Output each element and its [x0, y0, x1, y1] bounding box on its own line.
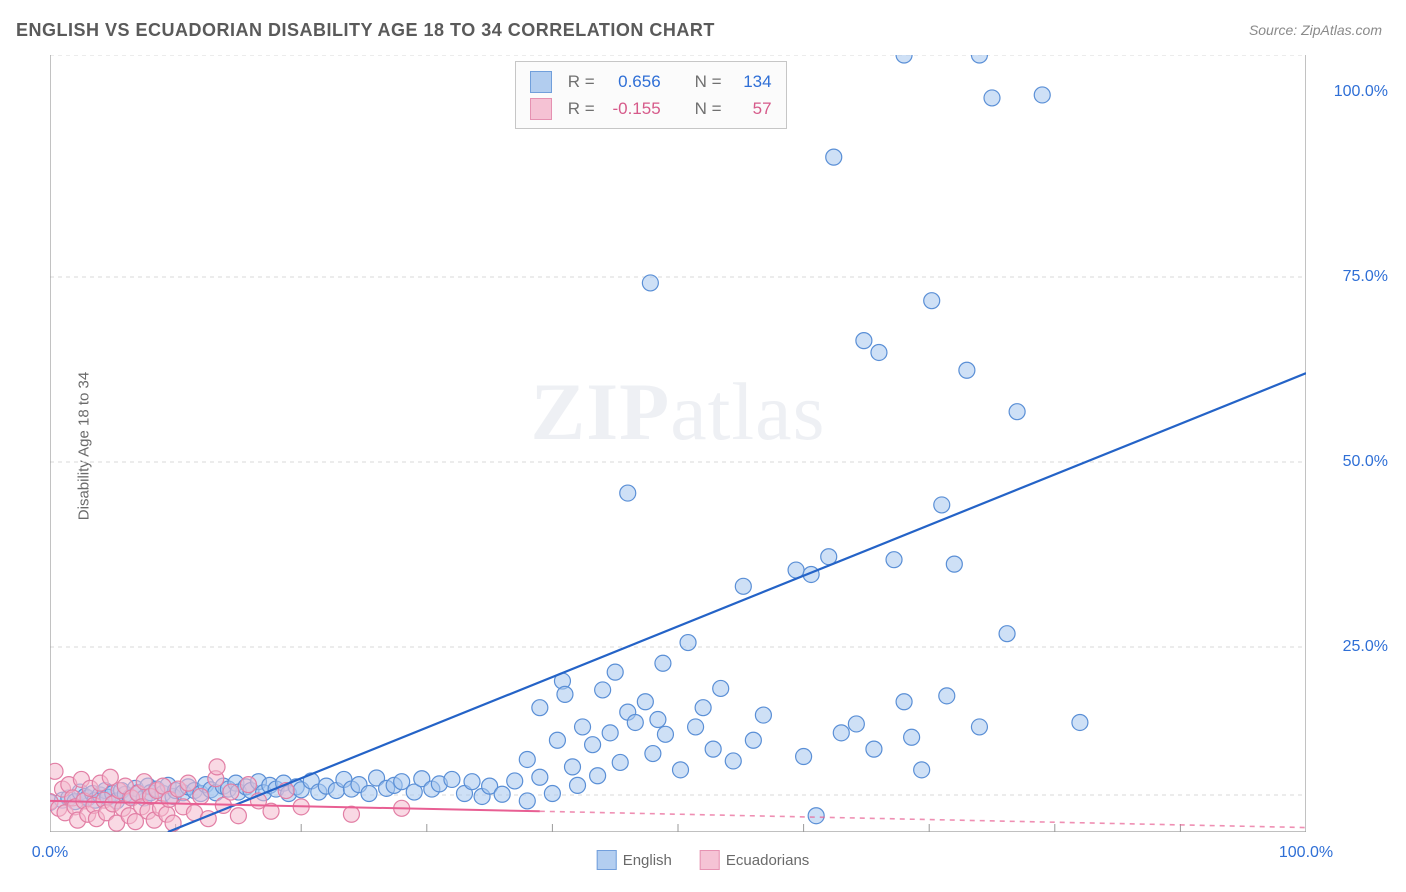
- scatter-plot-svg: [50, 55, 1306, 832]
- legend-label: Ecuadorians: [726, 852, 809, 869]
- r-value: -0.155: [605, 95, 661, 122]
- y-tick-label: 25.0%: [1343, 638, 1388, 656]
- source-prefix: Source:: [1249, 22, 1301, 38]
- legend-swatch-icon: [530, 71, 552, 93]
- legend-item-Ecuadorians: Ecuadorians: [700, 850, 809, 870]
- x-tick-label: 0.0%: [32, 844, 68, 862]
- y-tick-label: 50.0%: [1343, 453, 1388, 471]
- r-value: 0.656: [605, 68, 661, 95]
- y-tick-label: 75.0%: [1343, 268, 1388, 286]
- legend-swatch-icon: [597, 850, 617, 870]
- n-label: N =: [695, 68, 722, 95]
- correlation-stats-box: R = 0.656 N = 134 R = -0.155 N = 57: [515, 61, 787, 129]
- stats-row-English: R = 0.656 N = 134: [530, 68, 772, 95]
- n-value: 57: [732, 95, 772, 122]
- x-tick-label: 100.0%: [1279, 844, 1333, 862]
- plot-area: ZIPatlas R =0.656N =134R =-0.155N =57: [50, 55, 1306, 832]
- bottom-legend: English Ecuadorians: [597, 850, 810, 870]
- source-credit: Source: ZipAtlas.com: [1249, 22, 1382, 38]
- r-label: R =: [568, 95, 595, 122]
- chart-title: ENGLISH VS ECUADORIAN DISABILITY AGE 18 …: [16, 20, 715, 41]
- stats-row-Ecuadorians: R = -0.155 N = 57: [530, 95, 772, 122]
- legend-swatch-icon: [700, 850, 720, 870]
- legend-label: English: [623, 852, 672, 869]
- legend-item-English: English: [597, 850, 672, 870]
- series-English: [50, 55, 1088, 824]
- legend-swatch-icon: [530, 98, 552, 120]
- y-tick-label: 100.0%: [1334, 83, 1388, 101]
- n-label: N =: [695, 95, 722, 122]
- source-name: ZipAtlas.com: [1301, 22, 1382, 38]
- r-label: R =: [568, 68, 595, 95]
- n-value: 134: [732, 68, 772, 95]
